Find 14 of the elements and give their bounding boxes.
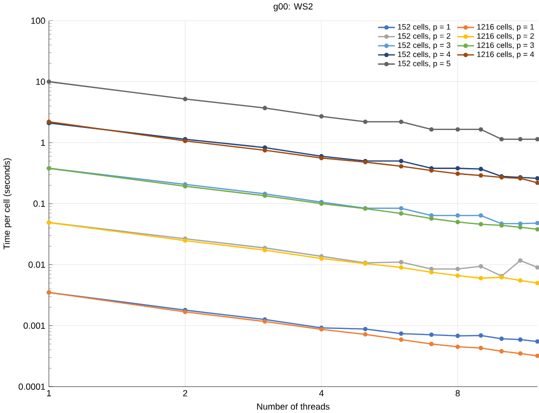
x-tick-label: 1	[47, 390, 51, 396]
y-tick-label: 1	[41, 140, 45, 146]
y-tick-label: 0.01	[28, 262, 45, 268]
x-tick-label: 2	[183, 390, 188, 396]
y-tick-label: 0.1	[33, 200, 45, 207]
x-axis-title: Number of threads	[257, 403, 330, 410]
y-tick-label: 10	[36, 78, 46, 85]
y-tick-label: 0.001	[24, 322, 45, 329]
y-axis-title: Time per cell (seconds)	[3, 158, 12, 250]
x-tick-label: 8	[456, 390, 460, 396]
y-tick-label: 0.0001	[18, 384, 45, 390]
y-tick-label: 100	[31, 18, 46, 24]
x-tick-label: 4	[319, 390, 324, 396]
chart-title: g00: WS2	[274, 3, 313, 12]
